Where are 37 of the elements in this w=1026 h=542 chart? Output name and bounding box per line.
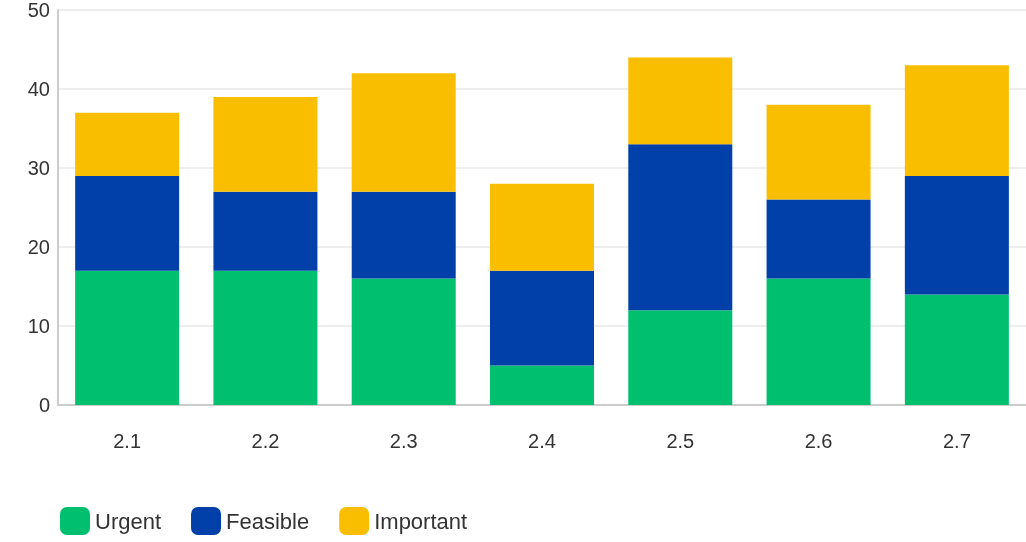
legend-label: Urgent	[95, 508, 162, 534]
bar	[213, 191, 318, 271]
x-tick-label: 2.2	[251, 430, 280, 452]
y-tick-label: 40	[27, 78, 50, 100]
y-tick-label: 10	[27, 315, 50, 337]
bar	[628, 144, 733, 311]
y-tick-label: 50	[27, 0, 50, 21]
x-tick-label: 2.1	[113, 430, 142, 452]
bar	[351, 191, 456, 279]
x-tick-label: 2.4	[528, 430, 556, 452]
x-tick-label: 2.6	[804, 430, 833, 452]
y-tick-label: 20	[27, 236, 50, 258]
x-tick-label: 2.7	[942, 430, 971, 452]
bar	[75, 112, 180, 176]
bar	[766, 278, 871, 405]
bar	[904, 65, 1009, 176]
bar	[213, 96, 318, 192]
bar	[490, 270, 594, 366]
y-tick-label: 0	[38, 394, 50, 416]
bar	[351, 278, 456, 405]
y-tick-label: 30	[27, 157, 50, 179]
bar	[628, 310, 733, 405]
bar	[628, 57, 733, 145]
bar	[75, 175, 180, 271]
x-tick-label: 2.3	[389, 430, 418, 452]
bar	[213, 270, 318, 405]
x-tick-label: 2.5	[666, 430, 695, 452]
bar	[490, 183, 594, 271]
legend-label: Feasible	[226, 508, 310, 534]
bar	[904, 294, 1009, 405]
bar	[490, 365, 594, 405]
bar	[766, 199, 871, 279]
bar	[904, 175, 1009, 295]
bar	[75, 270, 180, 405]
bar	[766, 104, 871, 200]
bar	[351, 73, 456, 192]
legend-label: Important	[374, 508, 468, 534]
